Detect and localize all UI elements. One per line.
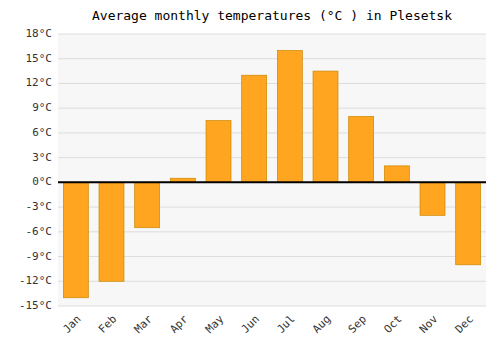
y-tick-label: -6°C [26, 225, 53, 238]
grid-line [58, 108, 486, 109]
y-tick-label: 3°C [32, 151, 52, 164]
bar [135, 182, 160, 227]
x-tick-label: Feb [96, 313, 119, 336]
zero-line [58, 181, 486, 183]
bar [99, 182, 124, 281]
plot-background [58, 34, 486, 306]
x-tick-label: Jan [60, 313, 83, 336]
grid-line [58, 58, 486, 59]
bar [63, 182, 88, 297]
grid-line [58, 34, 486, 35]
y-axis: -15°C -12°C -9°C -6°C -3°C 0°C 3°C 6°C 9°C 12°C 15… [19, 27, 52, 312]
x-tick-label: Dec [453, 313, 476, 336]
grid-line [58, 132, 486, 133]
bar [242, 75, 267, 182]
x-tick-label: Mar [132, 312, 156, 336]
title: Average monthly temperatures (°C ) in Pl… [92, 8, 452, 23]
bar [456, 182, 481, 264]
y-tick-label: -3°C [26, 200, 53, 213]
y-tick-label: 6°C [32, 126, 52, 139]
x-tick-label: Sep [346, 313, 369, 336]
chart-container: -15°C -12°C -9°C -6°C -3°C 0°C 3°C 6°C 9°C 12°C 15… [0, 0, 500, 350]
grid-line [58, 306, 486, 307]
y-tick-label: -12°C [19, 274, 52, 287]
grid-line [58, 182, 486, 183]
bar [206, 121, 231, 183]
x-tick-label: Jun [239, 313, 262, 336]
chart-svg: -15°C -12°C -9°C -6°C -3°C 0°C 3°C 6°C 9°C 12°C 15… [0, 0, 500, 350]
x-tick-label: Nov [417, 312, 441, 336]
bar [349, 116, 374, 182]
y-tick-label: 0°C [32, 175, 52, 188]
x-tick-label: Oct [381, 313, 404, 336]
y-tick-label: 12°C [26, 76, 53, 89]
x-axis: Jan Feb Mar Apr May Jun Jul Aug Sep Oct Nov Dec [60, 312, 476, 336]
grid [58, 34, 486, 306]
y-tick-label: 18°C [26, 27, 53, 40]
y-tick-label: 9°C [32, 101, 52, 114]
y-tick-label: -9°C [26, 250, 53, 263]
bars [63, 50, 480, 297]
y-tick-label: -15°C [19, 299, 52, 312]
x-tick-label: Aug [310, 313, 333, 336]
bar [313, 71, 338, 182]
bar [277, 50, 302, 182]
x-tick-label: May [203, 312, 227, 336]
x-tick-label: Apr [167, 312, 191, 336]
x-tick-label: Jul [274, 313, 297, 336]
grid-line [58, 83, 486, 84]
y-tick-label: 15°C [26, 52, 53, 65]
bar [420, 182, 445, 215]
grid-line [58, 157, 486, 158]
bar [384, 166, 409, 182]
